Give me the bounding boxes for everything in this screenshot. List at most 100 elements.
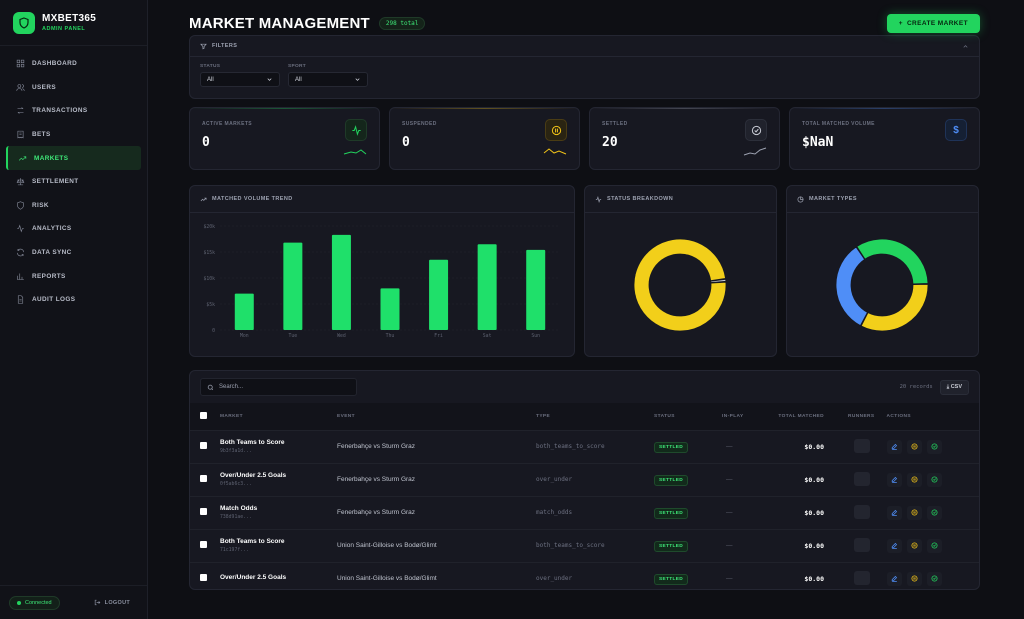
sidebar-item-settlement[interactable]: SETTLEMENT [0,170,147,194]
csv-export-button[interactable]: ⤓ CSV [939,379,969,395]
sidebar-item-markets[interactable]: MARKETS [6,146,141,170]
donut-slice[interactable] [835,246,868,327]
row-checkbox[interactable] [200,574,207,582]
status-filter-label: STATUS [200,64,221,69]
chevron-up-icon[interactable] [962,43,969,50]
donut-slice[interactable] [710,278,727,283]
settle-button[interactable] [926,571,942,586]
sidebar-item-users[interactable]: USERS [0,76,147,100]
total-matched: $0.00 [768,429,830,463]
bar-fri[interactable] [429,259,449,330]
create-market-button[interactable]: + CREATE MARKET [886,13,980,33]
column-header[interactable]: IN-PLAY [722,413,744,419]
bar-tue[interactable] [283,242,303,330]
sidebar-item-reports[interactable]: REPORTS [0,264,147,288]
status-badge: SETTLED [654,508,688,519]
suspend-button[interactable] [906,439,922,454]
brand-subtitle: ADMIN PANEL [42,26,86,32]
logout-button[interactable]: LOGOUT [94,599,138,606]
x-tick-label: Sat [483,333,492,339]
sidebar-item-label: USERS [32,83,57,91]
settle-button[interactable] [926,439,942,454]
suspend-button[interactable] [906,571,922,586]
sidebar-item-data-sync[interactable]: DATA SYNC [0,241,147,265]
check-circle-icon [931,575,938,582]
table-row[interactable]: Over/Under 2.5 Goals Union Saint-Gilloise… [190,561,979,589]
panel-title: STATUS BREAKDOWN [607,196,674,202]
market-types-panel: MARKET TYPES [786,185,979,357]
bar-thu[interactable] [380,288,400,330]
bar-mon[interactable] [234,293,254,330]
activity-icon [17,224,24,233]
bar-sun[interactable] [526,249,546,330]
suspend-button[interactable] [906,505,922,520]
suspend-button[interactable] [906,538,922,553]
main-content: MARKET MANAGEMENT 298 total + CREATE MAR… [148,0,1024,619]
table-row[interactable]: Both Teams to Score 9b3f3a1d... Fenerbahçe… [190,429,979,463]
sport-select[interactable]: All [288,72,368,87]
sidebar-item-dashboard[interactable]: DASHBOARD [0,52,147,76]
stat-value: 0 [202,135,210,150]
edit-button[interactable] [886,538,902,553]
connection-status-label: Connected [25,599,52,606]
create-market-label: CREATE MARKET [906,19,968,27]
table-row[interactable]: Both Teams to Score 71c197f... Union Saint… [190,528,979,562]
edit-button[interactable] [886,439,902,454]
sidebar-item-transactions[interactable]: TRANSACTIONS [0,99,147,123]
search-input[interactable]: Search... [200,378,357,396]
row-checkbox[interactable] [200,508,207,515]
page-header: MARKET MANAGEMENT 298 total + CREATE MAR… [189,0,1024,46]
settle-button[interactable] [926,505,942,520]
column-header[interactable]: TYPE [536,413,551,419]
sidebar-item-audit-logs[interactable]: AUDIT LOGS [0,288,147,312]
event-name: Fenerbahçe vs Sturm Graz [331,495,530,529]
sidebar-item-risk[interactable]: RISK [0,194,147,218]
event-name: Fenerbahçe vs Sturm Graz [331,429,530,463]
column-header[interactable]: TOTAL MATCHED [778,413,824,419]
column-header[interactable]: STATUS [654,413,675,419]
donut-slice[interactable] [633,238,727,332]
dollar-icon: $ [945,119,967,141]
edit-button[interactable] [886,505,902,520]
row-checkbox[interactable] [200,442,207,449]
select-all-checkbox[interactable] [200,411,207,419]
row-checkbox[interactable] [200,541,207,548]
settle-button[interactable] [926,538,942,553]
bar-sat[interactable] [477,244,497,330]
status-select[interactable]: All [200,72,280,87]
row-checkbox[interactable] [200,475,207,482]
settle-button[interactable] [926,472,942,487]
total-matched: $0.00 [768,462,830,496]
sport-filter: SPORT All [288,64,368,87]
column-header[interactable]: MARKET [220,413,243,419]
market-type: match_odds [530,495,648,529]
suspend-button[interactable] [906,472,922,487]
table-row[interactable]: Over/Under 2.5 Goals 0f5ab6c3... Fenerbahç… [190,462,979,496]
activity-icon [595,195,602,203]
shield-icon [17,201,24,210]
pause-icon [911,575,918,582]
scale-icon [16,178,25,186]
sidebar-item-bets[interactable]: BETS [0,123,147,147]
runners-indicator [854,471,870,486]
total-badge: 298 total [378,16,426,30]
donut-slice[interactable] [860,283,929,332]
bar-wed[interactable] [331,234,351,330]
edit-icon [891,476,897,483]
check-circle-icon [931,443,938,450]
pause-icon [545,119,567,141]
status-badge: SETTLED [654,541,688,552]
stat-total-matched-volume: TOTAL MATCHED VOLUME $NaN $ [789,107,980,170]
filters-header[interactable]: FILTERS [190,36,979,57]
market-type: over_under [530,561,648,589]
market-id: 738d91ae... [220,515,252,520]
table-row[interactable]: Match Odds 738d91ae... Fenerbahçe vs Sturm… [190,495,979,529]
donut-slice[interactable] [856,238,929,285]
edit-button[interactable] [886,571,902,586]
sidebar-item-analytics[interactable]: ANALYTICS [0,217,147,241]
edit-button[interactable] [886,472,902,487]
status-dot-icon [17,600,21,605]
bar-chart-icon [17,273,24,280]
column-header[interactable]: EVENT [337,413,355,419]
status-badge: SETTLED [654,442,688,453]
